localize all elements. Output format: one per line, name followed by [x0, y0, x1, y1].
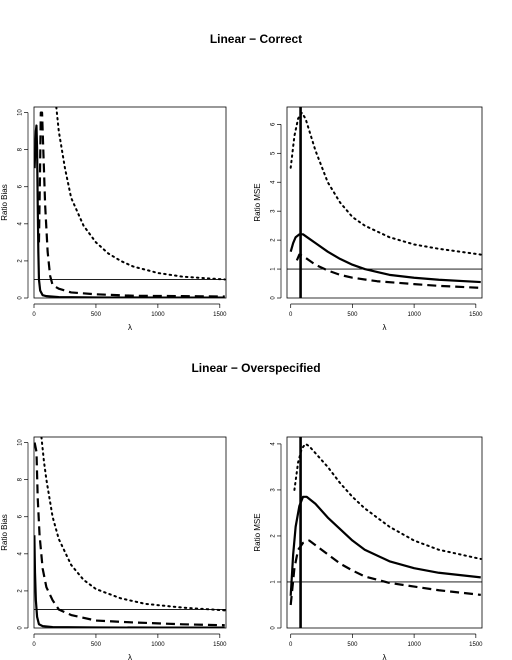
series-line-solid	[34, 124, 225, 298]
series-line-dashed	[295, 253, 481, 289]
x-axis-label: λ	[383, 653, 387, 660]
y-tick-label: 1	[271, 267, 277, 271]
plot-frame	[33, 436, 227, 629]
x-tick-label: 1500	[213, 312, 227, 318]
y-tick-label: 4	[271, 180, 277, 184]
x-tick-label: 500	[91, 312, 102, 318]
y-tick-label: 6	[18, 184, 24, 188]
x-tick-label: 500	[91, 642, 102, 648]
series-line-solid	[289, 233, 481, 284]
plot-panel: 0 500 1000 1500 0 2 4 6 8 10 λ Ratio Bias	[0, 106, 227, 332]
series-line-dashed	[37, 111, 225, 298]
y-tick-label: 6	[271, 122, 277, 126]
y-tick-label: 8	[18, 477, 24, 481]
x-tick-label: 1500	[213, 642, 227, 648]
x-tick-label: 0	[32, 642, 36, 648]
plot-panel: 0 500 1000 1500 0 1 2 3 4 λ Ratio MSE	[253, 436, 483, 660]
y-tick-label: 3	[271, 488, 277, 492]
series-line-dotted	[293, 442, 482, 560]
x-tick-label: 1000	[151, 642, 165, 648]
x-tick-label: 1000	[407, 312, 421, 318]
y-tick-label: 10	[18, 109, 24, 116]
x-tick-label: 1500	[469, 312, 483, 318]
x-axis-label: λ	[128, 323, 132, 332]
series-line-solid	[289, 495, 481, 596]
y-tick-label: 0	[271, 626, 277, 630]
x-tick-label: 500	[347, 312, 358, 318]
plot-panel: 0 500 1000 1500 0 1 2 3 4 5 6 λ Ratio MSE	[253, 106, 483, 332]
y-tick-label: 2	[18, 589, 24, 593]
series-line-solid	[34, 535, 225, 628]
plot-panel: 0 500 1000 1500 0 2 4 6 8 10 λ Ratio Bias	[0, 436, 227, 660]
section-title-overspecified: Linear − Overspecified	[191, 361, 321, 375]
y-tick-label: 4	[18, 551, 24, 555]
y-axis-label: Ratio MSE	[253, 513, 262, 551]
y-axis-label: Ratio Bias	[0, 184, 9, 220]
y-tick-label: 1	[271, 580, 277, 584]
plot-frame	[286, 106, 483, 299]
section-title-correct: Linear − Correct	[209, 32, 303, 46]
y-tick-label: 2	[271, 238, 277, 242]
y-tick-label: 10	[18, 439, 24, 446]
series-line-dotted	[40, 437, 226, 612]
x-tick-label: 500	[347, 642, 358, 648]
plot-frame	[33, 106, 227, 299]
series-line-dotted	[289, 111, 482, 256]
y-tick-label: 2	[271, 534, 277, 538]
x-tick-label: 1500	[469, 642, 483, 648]
y-tick-label: 8	[18, 147, 24, 151]
y-axis-label: Ratio Bias	[0, 514, 9, 550]
y-tick-label: 2	[18, 259, 24, 263]
y-tick-label: 6	[18, 514, 24, 518]
x-tick-label: 1000	[151, 312, 165, 318]
x-tick-label: 0	[289, 642, 293, 648]
y-tick-label: 5	[271, 151, 277, 155]
series-line-dashed	[34, 442, 225, 627]
series-line-dotted	[55, 107, 226, 281]
x-axis-label: λ	[383, 323, 387, 332]
x-tick-label: 1000	[407, 642, 421, 648]
y-tick-label: 4	[271, 442, 277, 446]
x-tick-label: 0	[289, 312, 293, 318]
y-tick-label: 3	[271, 209, 277, 213]
x-tick-label: 0	[32, 312, 36, 318]
series-line-dashed	[289, 539, 481, 606]
y-tick-label: 0	[18, 626, 24, 630]
y-axis-label: Ratio MSE	[253, 183, 262, 221]
y-tick-label: 0	[18, 296, 24, 300]
y-tick-label: 4	[18, 221, 24, 225]
x-axis-label: λ	[128, 653, 132, 660]
plot-frame	[286, 436, 483, 629]
y-tick-label: 0	[271, 296, 277, 300]
